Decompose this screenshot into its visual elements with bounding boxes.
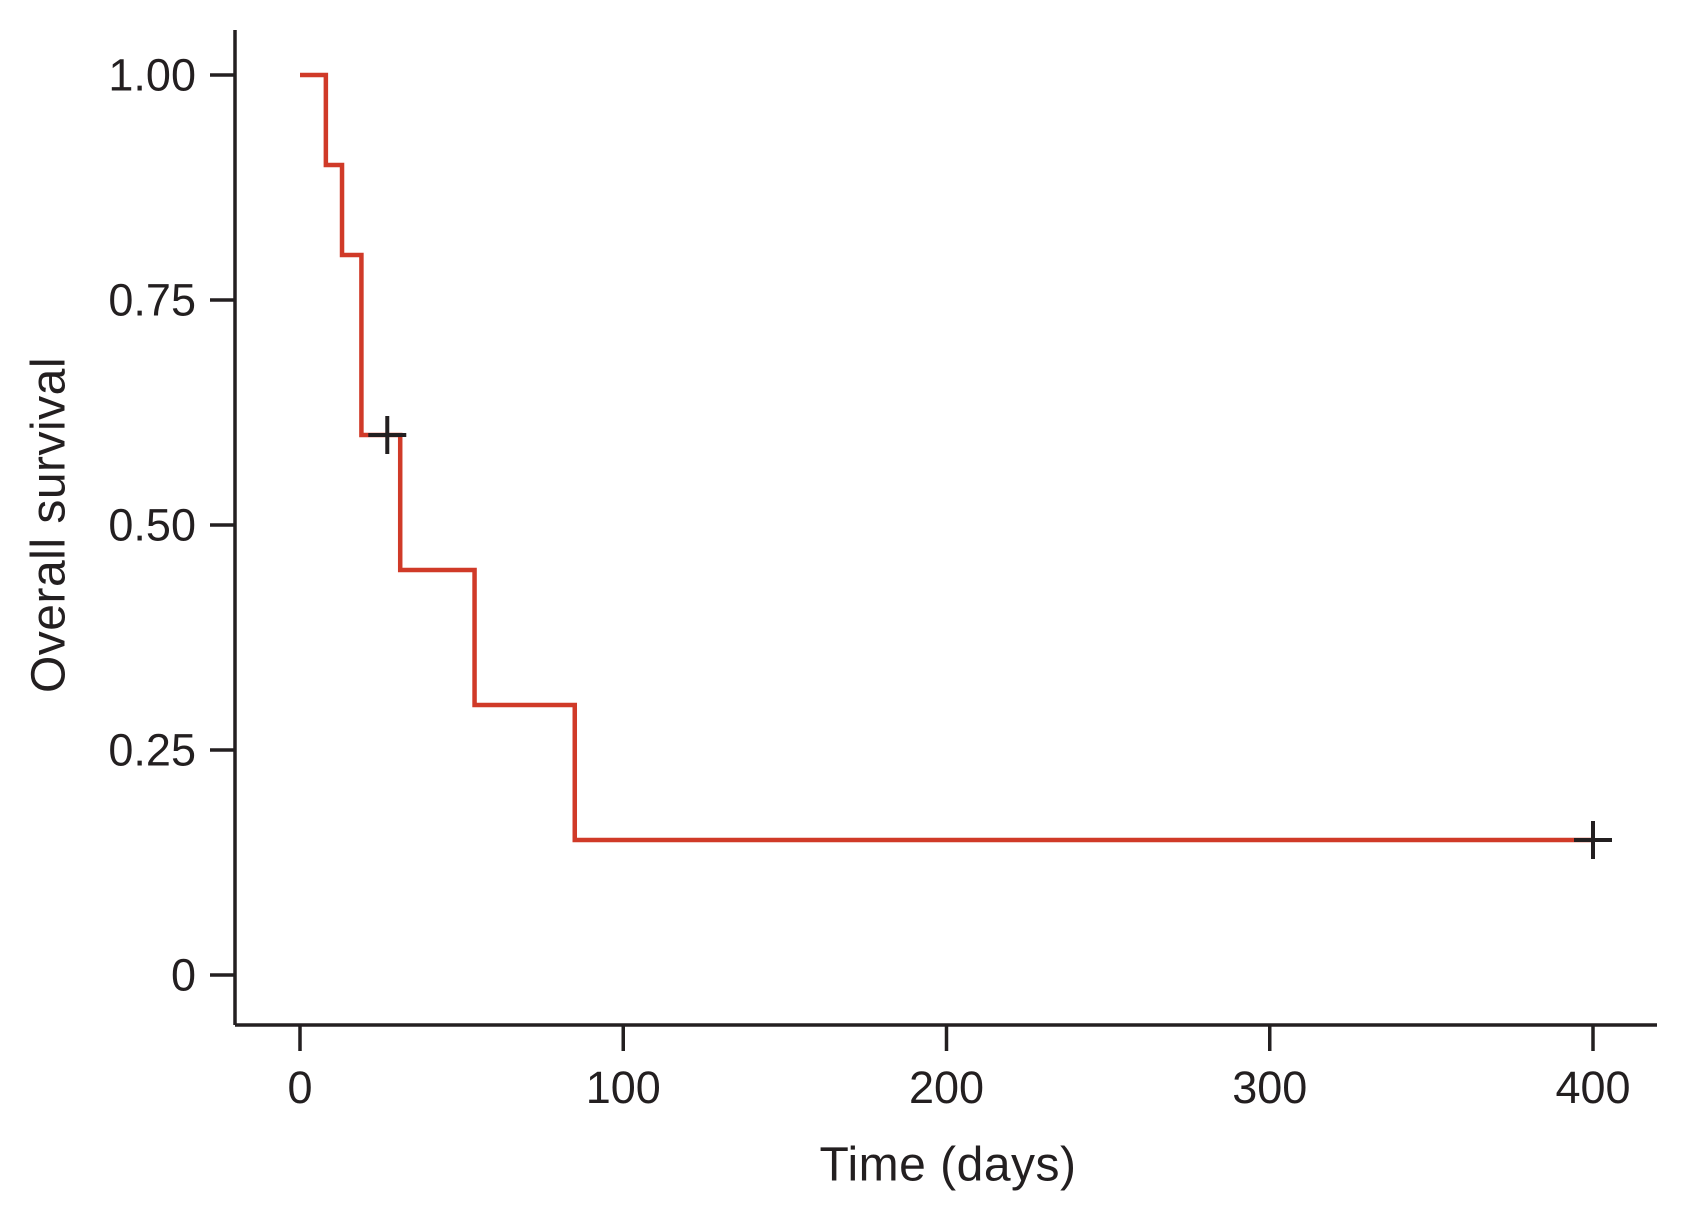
y-tick-label: 1.00 <box>108 50 196 101</box>
x-tick-label: 0 <box>287 1062 312 1113</box>
x-tick-label: 100 <box>586 1062 661 1113</box>
km-survival-curve <box>300 72 1593 843</box>
y-tick-label: 0.75 <box>108 275 196 326</box>
x-tick-label: 400 <box>1555 1062 1630 1113</box>
censor-mark <box>368 416 407 454</box>
x-tick-label: 200 <box>909 1062 984 1113</box>
y-tick-label: 0.50 <box>108 500 196 551</box>
y-tick-label: 0.25 <box>108 725 196 776</box>
y-axis-title: Overall survival <box>22 356 76 694</box>
censor-mark <box>1574 821 1612 859</box>
x-axis-title: Time (days) <box>819 1138 1077 1192</box>
x-tick-label: 300 <box>1232 1062 1307 1113</box>
y-tick-label: 0 <box>171 950 196 1001</box>
